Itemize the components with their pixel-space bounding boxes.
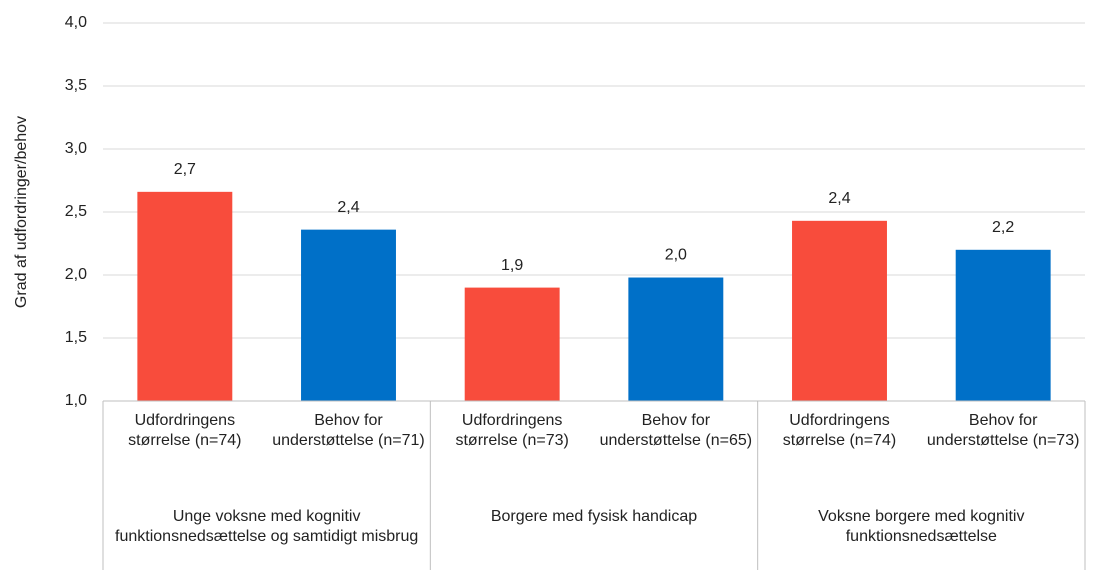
data-label: 2,4 (337, 199, 359, 216)
bar (792, 220, 887, 401)
bar (137, 191, 233, 401)
data-label: 2,7 (174, 161, 196, 178)
x-tick-label: Behov for understøttelse (n=73) (926, 412, 1080, 449)
x-tick-label: Behov for understøttelse (n=65) (599, 412, 753, 449)
bar (955, 249, 1051, 401)
bar (301, 229, 396, 401)
group-label: Unge voksne med kognitiv funktionsnedsæt… (115, 508, 419, 545)
x-tick-label: Udfordringens størrelse (n=73) (455, 412, 569, 449)
y-tick-label: 3,0 (65, 140, 87, 157)
y-tick-label: 1,0 (65, 392, 87, 409)
x-tick-label: Udfordringens størrelse (n=74) (128, 412, 242, 449)
y-tick-label: 3,5 (65, 77, 87, 94)
data-label: 2,4 (828, 190, 850, 207)
y-tick-label: 1,5 (65, 329, 87, 346)
group-label: Borgere med fysisk handicap (490, 508, 698, 525)
y-tick-label: 2,5 (65, 203, 87, 220)
data-label: 1,9 (501, 257, 523, 274)
bar (464, 287, 560, 401)
group-label: Voksne borgere med kognitiv funktionsned… (818, 508, 1025, 545)
x-tick-label: Behov for understøttelse (n=71) (272, 412, 425, 449)
y-tick-label: 2,0 (65, 266, 87, 283)
data-label: 2,0 (665, 247, 687, 264)
x-tick-label: Udfordringens størrelse (n=74) (782, 412, 897, 449)
data-label: 2,2 (992, 219, 1014, 236)
y-tick-label: 4,0 (65, 14, 87, 31)
y-axis-label: Grad af udfordringer/behov (13, 116, 30, 308)
bar (628, 277, 724, 401)
